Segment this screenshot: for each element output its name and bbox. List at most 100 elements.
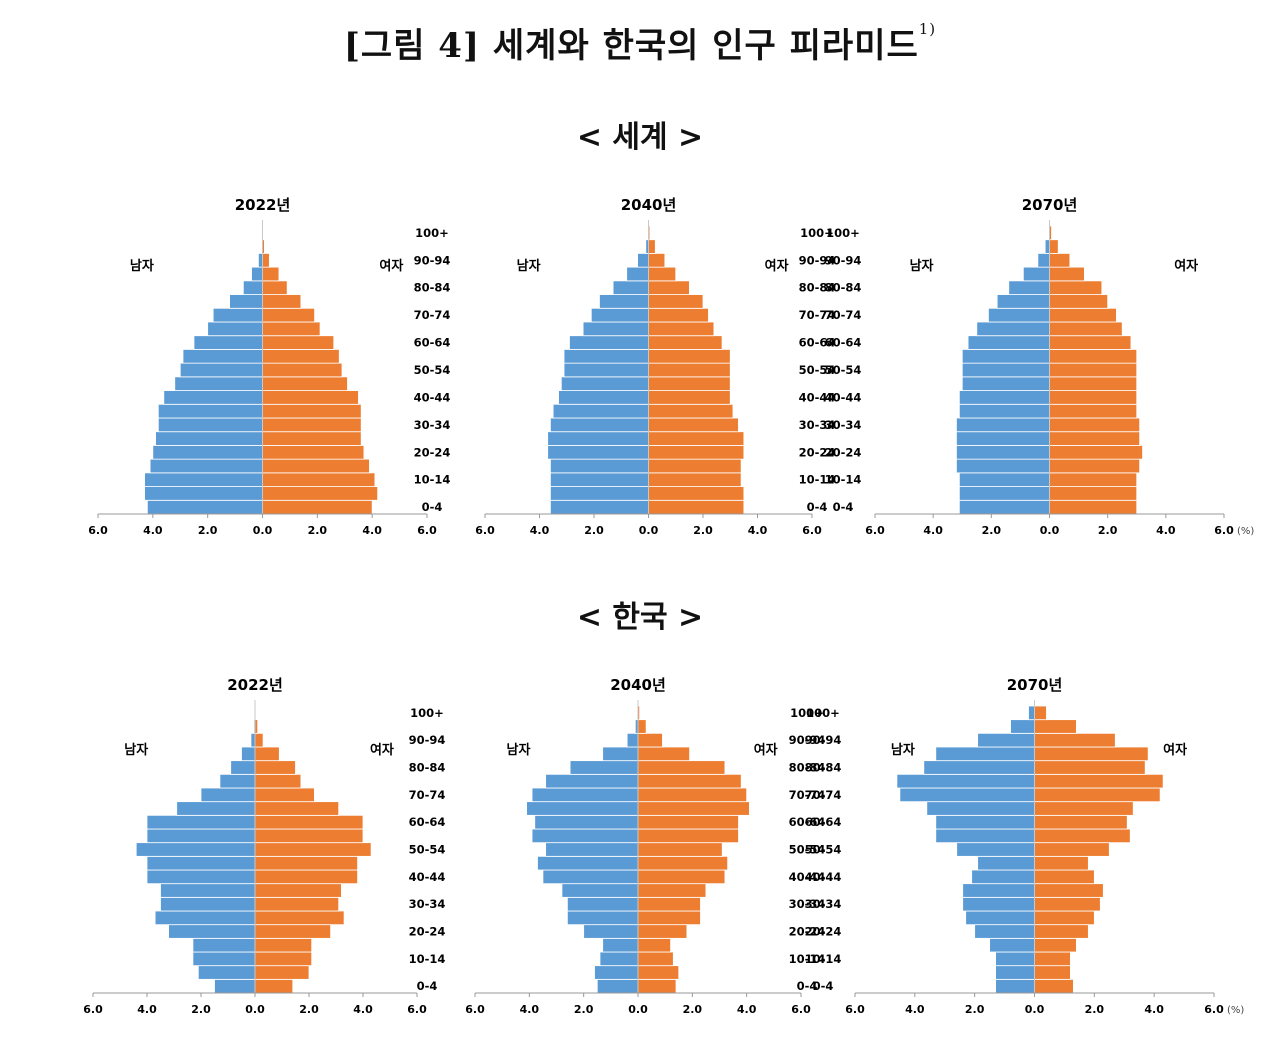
age-label: 60-64	[805, 815, 842, 829]
female-bar	[262, 431, 362, 446]
male-bar	[163, 390, 263, 405]
female-bar	[254, 883, 342, 898]
age-label: 80-84	[789, 761, 826, 775]
female-bar	[648, 472, 742, 487]
male-bar	[251, 266, 263, 282]
female-bar	[262, 294, 302, 309]
female-bar	[262, 458, 370, 474]
chart-title: 2022년	[235, 196, 291, 214]
female-bar	[637, 924, 688, 939]
female-bar	[1034, 951, 1071, 967]
female-bar	[1049, 376, 1138, 391]
male-bar	[135, 842, 256, 857]
male-bar	[547, 431, 649, 446]
female-bar	[254, 937, 313, 953]
male-bar	[558, 390, 649, 405]
female-label: 여자	[1174, 258, 1198, 274]
male-bar	[146, 499, 263, 515]
age-label: 40-44	[799, 390, 836, 404]
female-bar	[1049, 280, 1103, 295]
female-label: 여자	[754, 742, 778, 758]
age-label: 50-54	[789, 843, 826, 857]
male-bar	[229, 294, 263, 309]
female-bar	[262, 335, 335, 350]
male-label: 남자	[130, 258, 154, 274]
male-bar	[926, 801, 1035, 816]
female-bar	[1034, 896, 1101, 912]
male-bar	[976, 321, 1050, 337]
female-bar	[648, 390, 731, 405]
age-label: 0-4	[813, 979, 834, 993]
female-bar	[648, 349, 731, 364]
male-bar	[160, 883, 256, 898]
female-bar	[1034, 828, 1131, 844]
male-bar	[176, 801, 256, 816]
x-tick-label: 0.0	[245, 1003, 265, 1016]
female-label: 여자	[379, 258, 403, 274]
male-bar	[599, 951, 639, 967]
female-bar	[637, 910, 701, 926]
female-bar	[637, 801, 750, 816]
age-label: 80-84	[409, 761, 446, 775]
female-bar	[637, 951, 674, 967]
male-bar	[569, 335, 649, 350]
age-label: 90-94	[799, 253, 836, 267]
male-bar	[179, 362, 263, 378]
x-tick-label: 6.0	[407, 1003, 427, 1016]
age-label: 80-84	[414, 281, 451, 295]
male-bar	[974, 924, 1035, 939]
female-bar	[262, 403, 362, 419]
age-label: 100+	[806, 706, 840, 720]
age-label: 10-14	[799, 473, 836, 487]
x-tick-label: 4.0	[1144, 1003, 1164, 1016]
male-bar	[958, 472, 1050, 487]
chart-title: 2070년	[1007, 676, 1063, 694]
female-bar	[648, 253, 666, 268]
male-bar	[561, 883, 639, 898]
female-bar	[1034, 801, 1134, 816]
female-bar	[648, 431, 745, 446]
female-bar	[648, 321, 715, 337]
pyramid-chart-world-1: 2022년 6.0 4.0 2.0 0.0 2.0 4.0 6.0 0-4 10-14 20-24 3…	[88, 196, 450, 537]
female-bar	[1049, 403, 1138, 419]
female-bar	[1034, 855, 1089, 871]
female-label: 여자	[1163, 742, 1187, 758]
male-bar	[899, 787, 1035, 803]
x-tick-label: 2.0	[584, 524, 604, 537]
male-bar	[956, 445, 1050, 460]
age-label: 60-64	[799, 336, 836, 350]
x-tick-label: 2.0	[965, 1003, 985, 1016]
female-bar	[1034, 842, 1110, 857]
male-bar	[152, 445, 263, 460]
x-tick-label: 4.0	[737, 1003, 757, 1016]
male-bar	[956, 431, 1050, 446]
female-bar	[1034, 910, 1095, 926]
male-bar	[160, 896, 256, 912]
x-tick-label: 2.0	[982, 524, 1002, 537]
male-bar	[545, 842, 639, 857]
female-bar	[262, 362, 343, 378]
male-bar	[958, 499, 1050, 515]
female-bar	[648, 335, 723, 350]
age-label: 20-24	[409, 925, 446, 939]
female-bar	[1034, 814, 1128, 830]
female-bar	[1049, 390, 1138, 405]
female-bar	[262, 307, 315, 323]
male-bar	[230, 760, 256, 775]
female-bar	[648, 280, 690, 295]
male-bar	[1037, 253, 1050, 268]
age-label: 0-4	[417, 979, 438, 993]
age-label: 10-14	[825, 473, 862, 487]
female-bar	[648, 499, 745, 515]
female-bar	[648, 239, 656, 254]
male-bar	[547, 445, 649, 460]
female-bar	[262, 486, 379, 501]
age-label: 30-34	[414, 418, 451, 432]
x-tick-label: 4.0	[362, 524, 382, 537]
age-label: 100+	[800, 226, 834, 240]
male-bar	[154, 910, 256, 926]
female-bar	[648, 376, 731, 391]
male-bar	[977, 855, 1035, 871]
